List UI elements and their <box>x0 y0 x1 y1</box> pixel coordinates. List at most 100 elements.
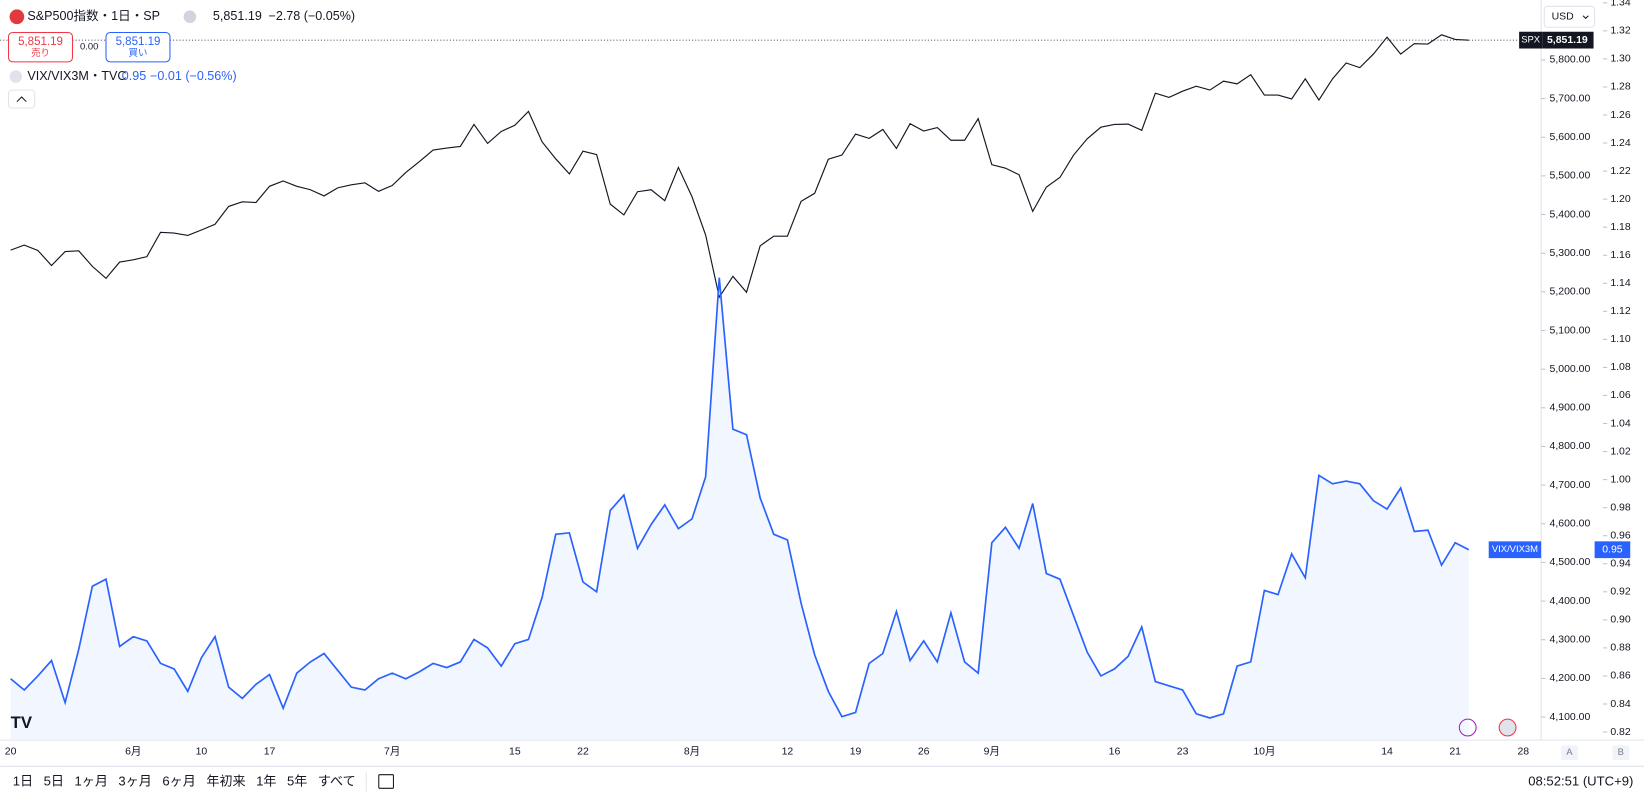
y-tick-label: 4,700.00 <box>1550 480 1591 491</box>
range-button[interactable]: 年初来 <box>206 773 245 788</box>
line <box>10 277 1470 719</box>
y2-tick-label: 0.84 <box>1610 699 1631 710</box>
buy-button[interactable] <box>105 31 171 63</box>
y-tick-label: 5,000.00 <box>1550 364 1591 375</box>
status-icon <box>183 10 197 24</box>
range-button[interactable]: 3ヶ月 <box>118 773 151 788</box>
x-tick-label: 10 <box>196 746 208 757</box>
currency-select[interactable] <box>1543 5 1596 28</box>
x-tick-label: 20 <box>5 746 17 757</box>
axis-button-label: A <box>1566 746 1573 757</box>
x-tick-label: 12 <box>782 746 794 757</box>
axis-button-label: B <box>1618 746 1624 757</box>
y2-tick-label: 0.90 <box>1610 615 1631 626</box>
y2-tick-label: 1.10 <box>1610 334 1631 345</box>
y2-tick-label: 0.88 <box>1610 643 1631 654</box>
area <box>10 277 1469 740</box>
price: 5,851.19 <box>213 9 262 23</box>
y2-tick-label: 1.04 <box>1610 418 1631 429</box>
y-tick-label: 4,300.00 <box>1550 634 1591 645</box>
series-tag-name: VIX/VIX3M <box>1492 543 1538 554</box>
y-tick-label: 4,600.00 <box>1550 519 1591 530</box>
x-tick-label: 14 <box>1381 746 1393 757</box>
y2-tick-label: 1.16 <box>1610 250 1631 261</box>
axis-button[interactable] <box>1561 745 1578 761</box>
currency: USD <box>1552 12 1575 23</box>
x-tick-label: 6月 <box>125 745 141 757</box>
y-tick-label: 5,600.00 <box>1550 132 1591 143</box>
y2-tick-label: 1.30 <box>1610 54 1631 65</box>
symbol-logo <box>9 9 25 25</box>
price-tag-label: 0.95 <box>1602 544 1623 555</box>
y2-tick-label: 1.22 <box>1610 166 1631 177</box>
compare-change: −0.01 (−0.56%) <box>150 69 237 83</box>
y-tick-label: 5,800.00 <box>1550 55 1591 66</box>
y2-tick-label: 0.94 <box>1610 559 1631 570</box>
buy-price: 5,851.19 <box>116 36 161 48</box>
symbol-title[interactable]: S&P500指数・1日・SP <box>27 9 160 23</box>
y-tick-label: 5,300.00 <box>1550 248 1591 259</box>
line <box>10 34 1469 299</box>
y2-tick-label: 0.86 <box>1610 671 1631 682</box>
x-tick-label: 15 <box>509 746 521 757</box>
y-tick-label: 5,500.00 <box>1550 171 1591 182</box>
y2-tick-label: 1.08 <box>1610 362 1631 373</box>
change: −2.78 (−0.05%) <box>268 9 355 23</box>
price-tag <box>1542 31 1594 49</box>
range-button[interactable]: 5日 <box>44 773 64 788</box>
dropdown-icon <box>1582 15 1589 20</box>
x-tick-label: 19 <box>850 746 862 757</box>
y2-tick-label: 1.34 <box>1610 0 1631 9</box>
y2-tick-label: 1.26 <box>1610 110 1631 121</box>
y2-tick-label: 1.32 <box>1610 26 1631 37</box>
y2-tick-label: 0.82 <box>1610 727 1631 738</box>
y-tick-label: 4,400.00 <box>1550 596 1591 607</box>
series-tag <box>1519 31 1543 49</box>
x-tick-label: 8月 <box>684 745 700 757</box>
sell-price: 5,851.19 <box>18 36 63 48</box>
range-button[interactable]: 1年 <box>256 773 276 788</box>
x-tick-label: 9月 <box>984 745 1000 757</box>
y2-tick-label: 1.12 <box>1610 306 1631 317</box>
y-tick-label: 4,900.00 <box>1550 403 1591 414</box>
range-button[interactable]: 1日 <box>13 773 33 788</box>
sell-label: 売り <box>31 47 50 58</box>
y2-tick-label: 1.18 <box>1610 222 1631 233</box>
range-button[interactable]: 5年 <box>287 773 307 788</box>
range-button[interactable]: 1ヶ月 <box>74 773 107 788</box>
y-tick-label: 4,800.00 <box>1550 441 1591 452</box>
range-button[interactable]: すべて <box>318 773 356 788</box>
event-icon[interactable] <box>1458 718 1477 737</box>
y2-tick-label: 1.14 <box>1610 278 1631 289</box>
calendar-button[interactable] <box>378 774 394 789</box>
x-tick-label: 26 <box>918 746 930 757</box>
event-icon[interactable] <box>1498 718 1517 737</box>
y2-tick-label: 1.00 <box>1610 474 1631 485</box>
x-tick-label: 17 <box>264 746 276 757</box>
y-tick-label: 4,200.00 <box>1550 673 1591 684</box>
axis-button[interactable] <box>1612 745 1630 761</box>
y2-tick-label: 1.06 <box>1610 390 1631 401</box>
spread: 0.00 <box>80 41 98 52</box>
collapse-button[interactable] <box>7 89 36 109</box>
x-tick-label: 10月 <box>1253 745 1275 757</box>
x-tick-label: 22 <box>577 746 589 757</box>
logo: TV <box>11 713 33 732</box>
y-tick-label: 5,100.00 <box>1550 325 1591 336</box>
y-tick-label: 4,500.00 <box>1550 557 1591 568</box>
x-tick-label: 28 <box>1517 746 1529 757</box>
compare-icon <box>9 70 23 83</box>
x-tick-label: 21 <box>1449 746 1461 757</box>
compare-symbol[interactable]: VIX/VIX3M・TVC <box>27 69 126 83</box>
x-tick-label: 23 <box>1177 746 1189 757</box>
series-tag <box>1488 541 1542 559</box>
buy-label: 買い <box>129 47 148 58</box>
y2-tick-label: 1.02 <box>1610 446 1631 457</box>
range-button[interactable]: 6ヶ月 <box>162 773 195 788</box>
y2-tick-label: 0.96 <box>1610 530 1631 541</box>
sell-button[interactable] <box>7 31 73 63</box>
x-tick-label: 16 <box>1109 746 1121 757</box>
collapse-icon <box>16 96 27 103</box>
